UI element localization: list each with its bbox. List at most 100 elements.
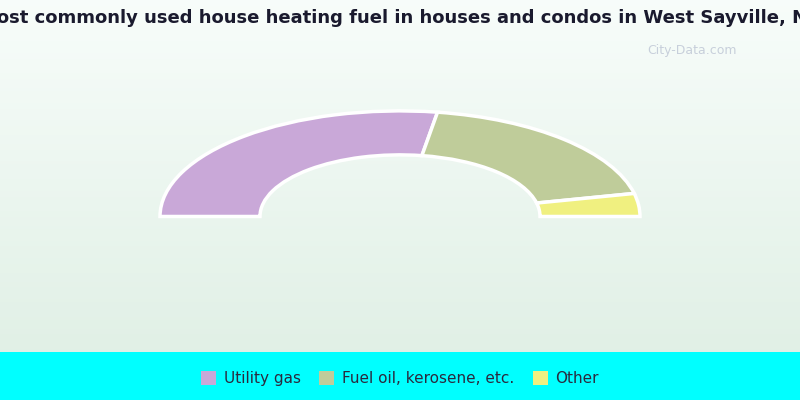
- Bar: [0, 249, 800, 252]
- Bar: [0, 106, 800, 108]
- Text: Most commonly used house heating fuel in houses and condos in West Sayville, NY: Most commonly used house heating fuel in…: [0, 9, 800, 27]
- Bar: [0, 323, 800, 326]
- Bar: [0, 103, 800, 106]
- Bar: [0, 176, 800, 179]
- Bar: [0, 38, 800, 41]
- Bar: [0, 129, 800, 132]
- Bar: [0, 73, 800, 76]
- Wedge shape: [537, 194, 640, 216]
- Bar: [0, 191, 800, 194]
- Bar: [0, 258, 800, 261]
- Bar: [0, 202, 800, 205]
- Bar: [0, 135, 800, 138]
- Bar: [0, 82, 800, 85]
- Bar: [0, 337, 800, 340]
- Bar: [0, 346, 800, 349]
- Bar: [0, 126, 800, 129]
- Wedge shape: [160, 111, 438, 216]
- Bar: [0, 156, 800, 158]
- Bar: [0, 164, 800, 167]
- Bar: [0, 3, 800, 6]
- Bar: [0, 35, 800, 38]
- Bar: [0, 320, 800, 323]
- Bar: [0, 288, 800, 290]
- Bar: [0, 311, 800, 314]
- Bar: [0, 232, 800, 235]
- Bar: [0, 26, 800, 29]
- Bar: [0, 282, 800, 284]
- Bar: [0, 334, 800, 337]
- Bar: [0, 147, 800, 150]
- Bar: [0, 200, 800, 202]
- Bar: [0, 205, 800, 208]
- Bar: [0, 208, 800, 211]
- Bar: [0, 328, 800, 332]
- Bar: [0, 235, 800, 238]
- Bar: [0, 302, 800, 305]
- Bar: [0, 167, 800, 170]
- Bar: [0, 18, 800, 20]
- Legend: Utility gas, Fuel oil, kerosene, etc., Other: Utility gas, Fuel oil, kerosene, etc., O…: [195, 365, 605, 392]
- Bar: [0, 244, 800, 246]
- Bar: [0, 299, 800, 302]
- Bar: [0, 173, 800, 176]
- Bar: [0, 217, 800, 220]
- Bar: [0, 279, 800, 282]
- Bar: [0, 188, 800, 191]
- Bar: [0, 276, 800, 279]
- Bar: [0, 85, 800, 88]
- Bar: [0, 97, 800, 100]
- Bar: [0, 332, 800, 334]
- Bar: [0, 108, 800, 112]
- Bar: [0, 114, 800, 117]
- Bar: [0, 150, 800, 152]
- Bar: [0, 161, 800, 164]
- Bar: [0, 158, 800, 161]
- Bar: [0, 314, 800, 317]
- Bar: [0, 305, 800, 308]
- Bar: [0, 261, 800, 264]
- Bar: [0, 53, 800, 56]
- Bar: [0, 273, 800, 276]
- Bar: [0, 91, 800, 94]
- Bar: [0, 132, 800, 135]
- Bar: [0, 68, 800, 70]
- Bar: [0, 144, 800, 147]
- Bar: [0, 138, 800, 141]
- Bar: [0, 32, 800, 35]
- Bar: [0, 194, 800, 196]
- Bar: [0, 317, 800, 320]
- Bar: [0, 185, 800, 188]
- Bar: [0, 179, 800, 182]
- Bar: [0, 296, 800, 299]
- Bar: [0, 252, 800, 255]
- Bar: [0, 0, 800, 3]
- Bar: [0, 152, 800, 156]
- Bar: [0, 79, 800, 82]
- Bar: [0, 20, 800, 24]
- Bar: [0, 240, 800, 244]
- Bar: [0, 226, 800, 229]
- Bar: [0, 24, 800, 26]
- Bar: [0, 62, 800, 64]
- Bar: [0, 182, 800, 185]
- Bar: [0, 12, 800, 15]
- Bar: [0, 308, 800, 311]
- Bar: [0, 326, 800, 328]
- Bar: [0, 246, 800, 249]
- Bar: [0, 112, 800, 114]
- Bar: [0, 50, 800, 53]
- Bar: [0, 267, 800, 270]
- Bar: [0, 290, 800, 293]
- Bar: [0, 47, 800, 50]
- Bar: [0, 29, 800, 32]
- Bar: [0, 123, 800, 126]
- Bar: [0, 229, 800, 232]
- Bar: [0, 220, 800, 223]
- Bar: [0, 56, 800, 59]
- Bar: [0, 255, 800, 258]
- Bar: [0, 238, 800, 240]
- Bar: [0, 44, 800, 47]
- Bar: [0, 120, 800, 123]
- Bar: [0, 343, 800, 346]
